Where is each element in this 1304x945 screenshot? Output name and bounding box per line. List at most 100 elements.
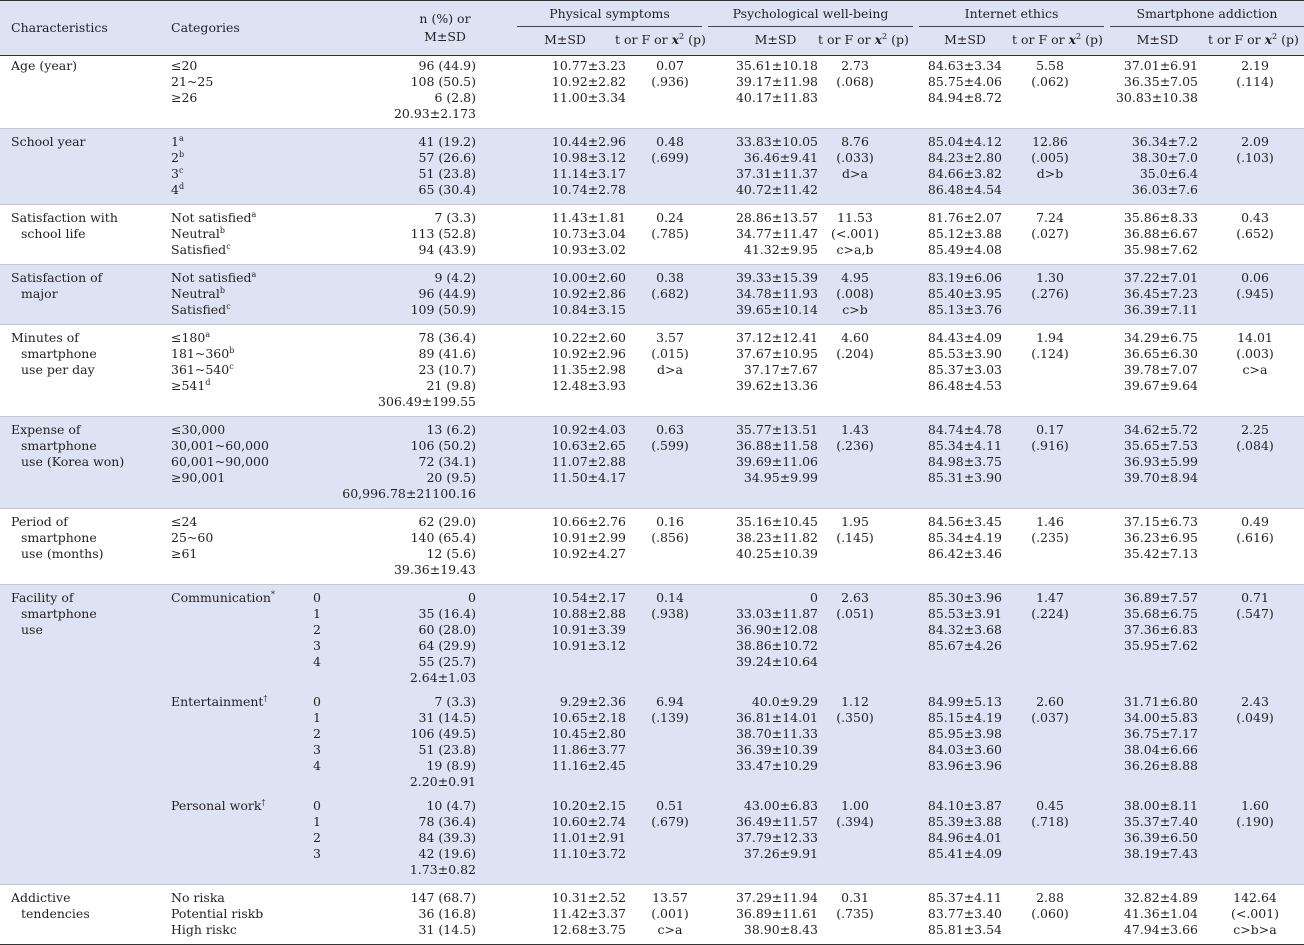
ethics-msd-cell: 85.37±3.03 [927, 362, 1002, 377]
characteristic-label: Addictive [11, 890, 71, 905]
n-cell: 57 (26.6) [418, 150, 476, 165]
psych-stat-cell: 0.31 [841, 890, 869, 905]
category-cell: Neutralb [171, 226, 225, 241]
addiction-stat-cell: 142.64 [1233, 890, 1277, 905]
ethics-msd-cell: 84.43±4.09 [927, 330, 1002, 345]
addiction-msd-cell: 35.37±7.40 [1123, 814, 1198, 829]
header-n-line1: n (%) or [419, 11, 471, 26]
n-cell: 41 (19.2) [418, 134, 476, 149]
category-cell: 25~60 [171, 530, 214, 545]
section-divider [0, 264, 1304, 265]
psych-stat-cell: 4.95 [841, 270, 869, 285]
psych-msd-cell: 37.12±12.41 [735, 330, 818, 345]
header-group-psych: Psychological well-being [732, 6, 889, 21]
header-n-line2: M±SD [424, 29, 466, 44]
ethics-msd-cell: 84.94±8.72 [927, 90, 1002, 105]
physical-stat-cell: (.699) [651, 150, 689, 165]
psych-msd-cell: 40.17±11.83 [735, 90, 818, 105]
ethics-msd-cell: 85.13±3.76 [927, 302, 1002, 317]
addiction-msd-cell: 36.65±6.30 [1123, 346, 1198, 361]
category-cell: ≥61 [171, 546, 198, 561]
characteristic-label: use per day [21, 362, 95, 377]
characteristic-label: smartphone [21, 346, 97, 361]
ethics-msd-cell: 85.34±4.11 [927, 438, 1002, 453]
characteristic-label: use [21, 622, 43, 637]
addiction-stat-cell: 1.60 [1241, 798, 1269, 813]
ethics-msd-cell: 85.12±3.88 [927, 226, 1002, 241]
characteristic-label: School year [11, 134, 86, 149]
category-cell: Entertainment† [171, 694, 268, 709]
ethics-stat-cell: 12.86 [1032, 134, 1068, 149]
ethics-msd-cell: 85.53±3.91 [927, 606, 1002, 621]
physical-msd-cell: 10.88±2.88 [551, 606, 626, 621]
level-cell: 0 [313, 798, 321, 813]
n-cell: 94 (43.9) [418, 242, 476, 257]
n-cell: 113 (52.8) [410, 226, 476, 241]
category-cell: 30,001~60,000 [171, 438, 269, 453]
ethics-msd-cell: 84.10±3.87 [927, 798, 1002, 813]
physical-msd-cell: 11.50±4.17 [551, 470, 626, 485]
psych-msd-cell: 40.25±10.39 [735, 546, 818, 561]
addiction-stat-cell: 2.25 [1241, 422, 1269, 437]
physical-msd-cell: 11.35±2.98 [551, 362, 626, 377]
ethics-msd-cell: 83.96±3.96 [927, 758, 1002, 773]
n-cell: 60,996.78±21100.16 [342, 486, 476, 501]
n-cell: 106 (50.2) [410, 438, 476, 453]
n-cell: 51 (23.8) [418, 166, 476, 181]
physical-stat-cell: (.001) [651, 906, 689, 921]
n-cell: 78 (36.4) [418, 814, 476, 829]
category-cell: 361~540c [171, 362, 234, 377]
ethics-stat-cell: (.235) [1031, 530, 1069, 545]
ethics-stat-cell: 0.45 [1036, 798, 1064, 813]
physical-msd-cell: 10.92±2.82 [551, 74, 626, 89]
section-band [0, 585, 1304, 884]
n-cell: 1.73±0.82 [409, 862, 476, 877]
ethics-stat-cell: (.124) [1031, 346, 1069, 361]
n-cell: 36 (16.8) [418, 906, 476, 921]
psych-msd-cell: 35.16±10.45 [735, 514, 818, 529]
addiction-msd-cell: 35.98±7.62 [1123, 242, 1198, 257]
addiction-msd-cell: 36.26±8.88 [1123, 758, 1198, 773]
ethics-stat-cell: 7.24 [1036, 210, 1064, 225]
addiction-msd-cell: 35.0±6.4 [1139, 166, 1198, 181]
psych-msd-cell: 37.29±11.94 [735, 890, 818, 905]
n-cell: 9 (4.2) [434, 270, 476, 285]
physical-msd-cell: 11.00±3.34 [551, 90, 626, 105]
addiction-msd-cell: 38.00±8.11 [1123, 798, 1198, 813]
characteristic-label: Satisfaction with [11, 210, 118, 225]
header-msd: M±SD [754, 32, 797, 47]
n-cell: 10 (4.7) [426, 798, 476, 813]
ethics-stat-cell: (.276) [1031, 286, 1069, 301]
physical-stat-cell: (.936) [651, 74, 689, 89]
level-cell: 3 [313, 742, 321, 757]
ethics-msd-cell: 85.41±4.09 [927, 846, 1002, 861]
category-cell: ≤180a [171, 330, 211, 345]
physical-stat-cell: d>a [657, 362, 683, 377]
ethics-msd-cell: 84.03±3.60 [927, 742, 1002, 757]
addiction-stat-cell: (.616) [1236, 530, 1274, 545]
physical-msd-cell: 10.84±3.15 [551, 302, 626, 317]
addiction-stat-cell: 0.71 [1241, 590, 1269, 605]
level-cell: 2 [313, 726, 321, 741]
physical-stat-cell: c>a [657, 922, 683, 937]
characteristic-label: school life [21, 226, 86, 241]
ethics-stat-cell: 2.60 [1036, 694, 1064, 709]
physical-stat-cell: (.599) [651, 438, 689, 453]
level-cell: 4 [313, 654, 321, 669]
characteristic-label: smartphone [21, 530, 97, 545]
psych-msd-cell: 39.33±15.39 [735, 270, 818, 285]
addiction-msd-cell: 36.45±7.23 [1123, 286, 1198, 301]
ethics-stat-cell: 0.17 [1036, 422, 1064, 437]
psych-msd-cell: 36.49±11.57 [735, 814, 818, 829]
physical-msd-cell: 10.93±3.02 [551, 242, 626, 257]
group-underline [919, 26, 1104, 27]
n-cell: 108 (50.5) [410, 74, 476, 89]
addiction-msd-cell: 36.39±6.50 [1123, 830, 1198, 845]
addiction-msd-cell: 35.68±6.75 [1123, 606, 1198, 621]
n-cell: 147 (68.7) [410, 890, 476, 905]
level-cell: 2 [313, 622, 321, 637]
group-underline [1110, 26, 1304, 27]
characteristic-label: smartphone [21, 606, 97, 621]
psych-msd-cell: 39.24±10.64 [735, 654, 818, 669]
addiction-msd-cell: 32.82±4.89 [1123, 890, 1198, 905]
